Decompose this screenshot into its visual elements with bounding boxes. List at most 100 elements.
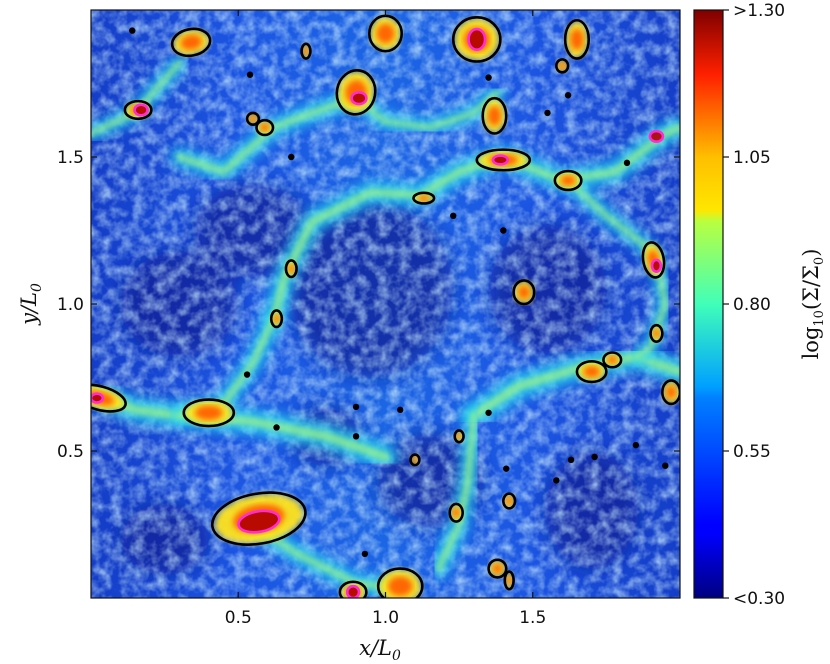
- density-dot: [503, 465, 510, 472]
- core-hot: [418, 195, 430, 202]
- colorbar-tick-label: 0.80: [733, 295, 771, 315]
- dense-peak: [238, 510, 280, 533]
- dense-peak: [91, 393, 103, 403]
- cores-layer: [91, 16, 680, 598]
- filament-core: [270, 124, 680, 323]
- y-axis-label: y/L0: [17, 283, 45, 326]
- core-hot: [506, 575, 512, 586]
- x-tick-label: 1.0: [372, 608, 399, 628]
- core-hot: [570, 28, 584, 50]
- density-dot: [485, 409, 492, 416]
- x-tick-label: 1.5: [519, 608, 546, 628]
- colorbar-tick-label: 1.05: [733, 148, 771, 168]
- black-contour: [123, 99, 153, 121]
- black-contour: [451, 16, 502, 63]
- core-hot: [492, 563, 503, 574]
- core-hot: [456, 433, 462, 440]
- black-contour: [641, 241, 666, 279]
- dense-peak: [134, 104, 148, 116]
- core-hot: [273, 314, 280, 324]
- black-contour: [255, 118, 275, 137]
- black-contour: [487, 558, 508, 579]
- y-axis: 0.5 1.0 1.5: [57, 148, 680, 462]
- black-contour: [91, 383, 127, 413]
- black-contour: [409, 453, 421, 467]
- core-hot: [249, 115, 257, 123]
- black-contour: [335, 69, 377, 116]
- y-tick-label: 1.5: [57, 148, 84, 168]
- x-axis-label: x/L0: [359, 636, 401, 664]
- colorbar-ticks: <0.30 0.55 0.80 1.05 >1.30: [723, 1, 785, 609]
- density-dot: [553, 477, 560, 484]
- magenta-contour: [91, 392, 105, 404]
- core-hot: [452, 507, 460, 518]
- core-hot: [518, 285, 530, 299]
- dense-peak: [652, 259, 661, 272]
- density-dot: [361, 550, 369, 558]
- black-contour: [649, 323, 664, 343]
- density-dot: [662, 462, 669, 469]
- core-hot: [260, 123, 270, 132]
- density-dot: [352, 403, 360, 411]
- core-hot: [607, 355, 618, 364]
- black-contour: [555, 58, 570, 74]
- black-dots-layer: [129, 27, 669, 558]
- dense-peak: [347, 586, 359, 598]
- core-hot: [288, 264, 295, 274]
- colorbar-gradient: [693, 9, 724, 599]
- colorbar-tick-label: >1.30: [733, 1, 785, 21]
- core-hot: [195, 405, 223, 421]
- core-hot: [180, 34, 202, 50]
- black-contour: [575, 360, 608, 384]
- black-contour: [453, 429, 465, 444]
- core-hot: [558, 62, 566, 70]
- density-dot: [450, 212, 457, 219]
- core-hot: [487, 106, 501, 126]
- y-tick-label: 1.0: [57, 295, 84, 315]
- black-contour: [512, 279, 536, 306]
- x-tick-label: 0.5: [225, 608, 252, 628]
- black-contour: [269, 309, 284, 329]
- black-contour: [376, 567, 424, 598]
- density-dot: [288, 153, 295, 161]
- core-hot: [653, 328, 660, 338]
- turbulent-noise-texture: [91, 10, 680, 598]
- dense-peak: [468, 29, 486, 50]
- colorbar-label: log10(Σ/Σ0): [799, 249, 827, 360]
- black-contour: [448, 502, 464, 523]
- density-dot: [544, 109, 551, 117]
- filaments-layer: [91, 55, 680, 598]
- density-dot: [352, 433, 360, 440]
- core-hot: [583, 365, 600, 378]
- black-contour: [170, 27, 212, 58]
- y-tick-label: 0.5: [57, 442, 84, 462]
- black-contour: [501, 492, 517, 510]
- magenta-contour: [491, 154, 510, 166]
- core-hot: [505, 496, 513, 506]
- black-contour: [284, 259, 298, 279]
- x-axis: 0.5 1.0 1.5: [225, 10, 546, 628]
- core-hot: [412, 456, 418, 463]
- magenta-contour: [350, 91, 368, 106]
- density-dot: [567, 456, 575, 464]
- black-contour: [602, 351, 623, 369]
- filament-core: [435, 412, 477, 572]
- black-contour: [563, 18, 591, 60]
- black-contour: [245, 111, 261, 126]
- density-dot: [591, 453, 598, 461]
- magenta-contour: [345, 584, 361, 598]
- magenta-contour: [467, 27, 487, 52]
- plot-area: [91, 10, 680, 598]
- colorbar-tick-label: <0.30: [733, 589, 785, 609]
- dense-peak: [351, 92, 367, 105]
- black-contour: [475, 148, 532, 172]
- dense-peak: [492, 155, 508, 165]
- black-contours-layer: [91, 14, 680, 598]
- magenta-contour: [650, 258, 663, 273]
- core-hot: [666, 385, 677, 399]
- black-contour: [503, 570, 515, 591]
- x-axis-label-subscript: 0: [392, 648, 401, 664]
- magenta-contour: [237, 509, 281, 534]
- density-dot: [129, 27, 136, 34]
